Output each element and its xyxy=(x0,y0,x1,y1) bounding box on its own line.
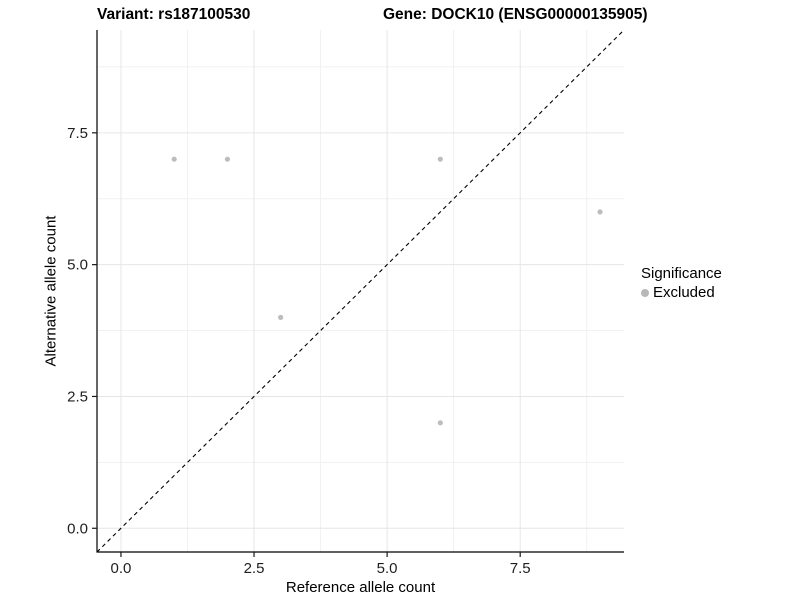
plot-title-variant: Variant: rs187100530 xyxy=(97,6,251,23)
legend-title: Significance xyxy=(641,265,722,282)
legend-entry-label: Excluded xyxy=(653,284,715,301)
x-tick-label: 7.5 xyxy=(510,560,531,577)
y-tick-label: 2.5 xyxy=(67,388,88,405)
y-tick-label: 7.5 xyxy=(67,125,88,142)
data-point xyxy=(437,156,443,162)
legend: Significance Excluded xyxy=(641,265,722,301)
legend-entry-excluded: Excluded xyxy=(641,284,722,301)
x-tick-label: 0.0 xyxy=(111,560,132,577)
x-tick-label: 5.0 xyxy=(377,560,398,577)
data-point xyxy=(278,314,284,320)
data-point xyxy=(597,209,603,215)
x-axis-title: Reference allele count xyxy=(285,579,436,596)
data-point xyxy=(437,420,443,426)
y-axis-title: Alternative allele count xyxy=(42,215,60,367)
y-tick-label: 0.0 xyxy=(67,520,88,537)
data-point xyxy=(224,156,231,162)
identity-line xyxy=(96,29,625,553)
plot-title-gene: Gene: DOCK10 (ENSG00000135905) xyxy=(383,6,648,23)
y-tick-label: 5.0 xyxy=(67,257,88,274)
x-tick-label: 2.5 xyxy=(244,560,265,577)
data-point xyxy=(171,156,177,162)
excluded-point-icon xyxy=(641,288,649,297)
